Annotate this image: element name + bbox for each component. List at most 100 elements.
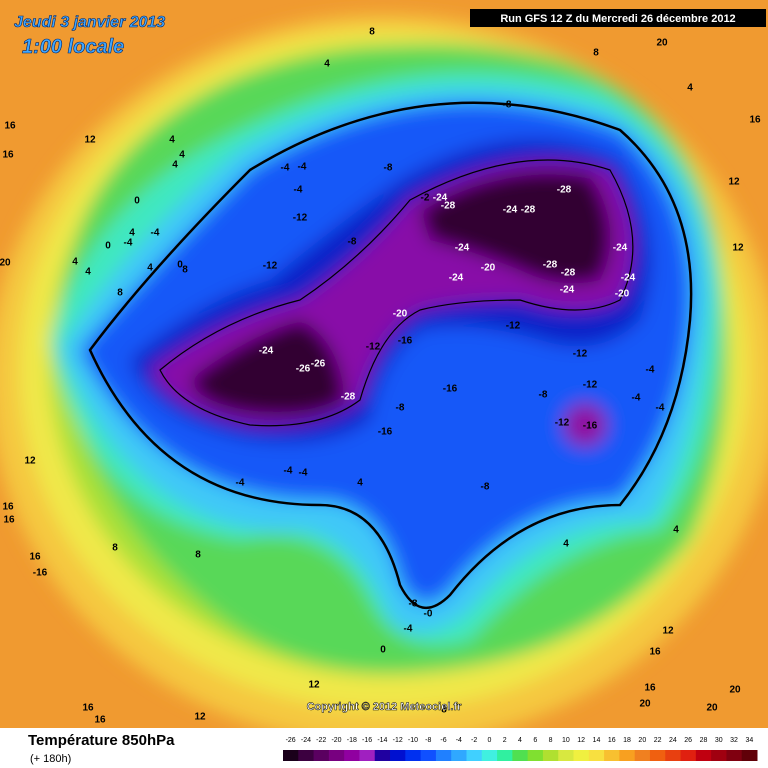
colorbar-swatch [390, 750, 406, 761]
colorbar-label: -14 [377, 737, 387, 744]
contour-label: 16 [29, 552, 41, 563]
contour-label: -28 [341, 392, 356, 403]
contour-label: -0 [424, 609, 433, 620]
contour-label: -12 [583, 380, 598, 391]
colorbar-swatch [680, 750, 697, 761]
contour-label: -24 [433, 193, 448, 204]
contour-label: 0 [380, 645, 386, 656]
contour-label: -4 [151, 228, 160, 239]
contour-label: 16 [644, 683, 656, 694]
contour-label: 4 [179, 150, 185, 161]
colorbar-swatch [558, 750, 575, 761]
colorbar-swatch [420, 750, 437, 761]
contour-label: -28 [557, 185, 572, 196]
contour-label: 20 [706, 703, 718, 714]
contour-label: 4 [563, 539, 569, 550]
colorbar-swatch [466, 750, 483, 761]
colorbar: -26 -24 -22 -20 -18 -16 -14 -12 -10 -8 -6 -4 -2 0 2 4 6 8… [283, 737, 758, 761]
colorbar-label: 34 [745, 737, 753, 744]
colorbar-swatch [512, 750, 529, 761]
colorbar-label: 12 [577, 737, 585, 744]
colorbar-label: 8 [549, 737, 553, 744]
colorbar-label: 30 [715, 737, 723, 744]
contour-label: -16 [378, 427, 393, 438]
contour-label: -8 [539, 390, 548, 401]
colorbar-swatch [298, 750, 315, 761]
contour-label: -16 [398, 336, 413, 347]
colorbar-label: 2 [503, 737, 507, 744]
colorbar-swatch [711, 750, 727, 761]
colorbar-swatch [328, 750, 345, 761]
contour-label: -8 [348, 237, 357, 248]
contour-label: 12 [732, 243, 744, 254]
contour-label: -8 [503, 100, 512, 111]
colorbar-swatch [619, 750, 636, 761]
contour-label: 0 [134, 196, 140, 207]
colorbar-label: -2 [471, 737, 477, 744]
contour-label: 12 [728, 177, 740, 188]
contour-label: 16 [94, 715, 106, 726]
contour-label: -28 [521, 205, 536, 216]
contour-label: 0 [177, 260, 183, 271]
contour-label: 16 [649, 647, 661, 658]
colorbar-label: -8 [425, 737, 431, 744]
contour-label: 4 [324, 59, 330, 70]
colorbar-swatch [359, 750, 376, 761]
contour-label: 4 [72, 257, 78, 268]
contour-label: -12 [263, 261, 278, 272]
contour-label: 20 [656, 38, 668, 49]
contour-label: -24 [449, 273, 464, 284]
contour-label: -4 [298, 162, 307, 173]
colorbar-swatch [695, 750, 712, 761]
contour-label: 4 [169, 135, 175, 146]
contour-label: -12 [573, 349, 588, 360]
colorbar-label: 22 [654, 737, 662, 744]
run-box [470, 9, 766, 27]
contour-label: 8 [593, 48, 599, 59]
colorbar-swatch [588, 750, 605, 761]
contour-label: -24 [455, 243, 470, 254]
colorbar-label: -16 [362, 737, 372, 744]
colorbar-label: 4 [518, 737, 522, 744]
time-title: 1:00 locale [22, 36, 124, 58]
colorbar-label: 10 [562, 737, 570, 744]
contour-label: -8 [409, 599, 418, 610]
colorbar-label: 6 [533, 737, 537, 744]
colorbar-swatch [649, 750, 666, 761]
contour-label: -26 [311, 359, 326, 370]
contour-label: 12 [308, 680, 320, 691]
contour-label: 8 [369, 27, 375, 38]
contour-label: -12 [506, 321, 521, 332]
contour-label: -4 [404, 624, 413, 635]
contour-label: -26 [296, 364, 311, 375]
contour-label: 20 [729, 685, 741, 696]
contour-label: 20 [639, 699, 651, 710]
colorbar-swatch [741, 750, 758, 761]
contour-label: -4 [632, 393, 641, 404]
contour-label: -4 [284, 466, 293, 477]
contour-label: -4 [236, 478, 245, 489]
colorbar-swatch [527, 750, 544, 761]
contour-label: -8 [481, 482, 490, 493]
isotherm [159, 159, 634, 427]
contour-label: -20 [393, 309, 408, 320]
contour-label: 8 [112, 543, 118, 554]
contour-label: -4 [281, 163, 290, 174]
contour-label: 12 [662, 626, 674, 637]
contour-label: -24 [503, 205, 518, 216]
contour-label: 4 [129, 228, 135, 239]
contour-label: -20 [481, 263, 496, 274]
contour-label: 0 [105, 241, 111, 252]
contour-label: -16 [583, 421, 598, 432]
colorbar-swatch [405, 750, 422, 761]
contour-label: -12 [366, 342, 381, 353]
temperature-field [0, 15, 768, 728]
colorbar-label: 18 [623, 737, 631, 744]
colorbar-swatch [604, 750, 620, 761]
contour-label: -4 [656, 403, 665, 414]
colorbar-swatch [374, 750, 391, 761]
contour-label: 8 [441, 705, 447, 716]
contour-label: 8 [195, 550, 201, 561]
colorbar-label: 32 [730, 737, 738, 744]
